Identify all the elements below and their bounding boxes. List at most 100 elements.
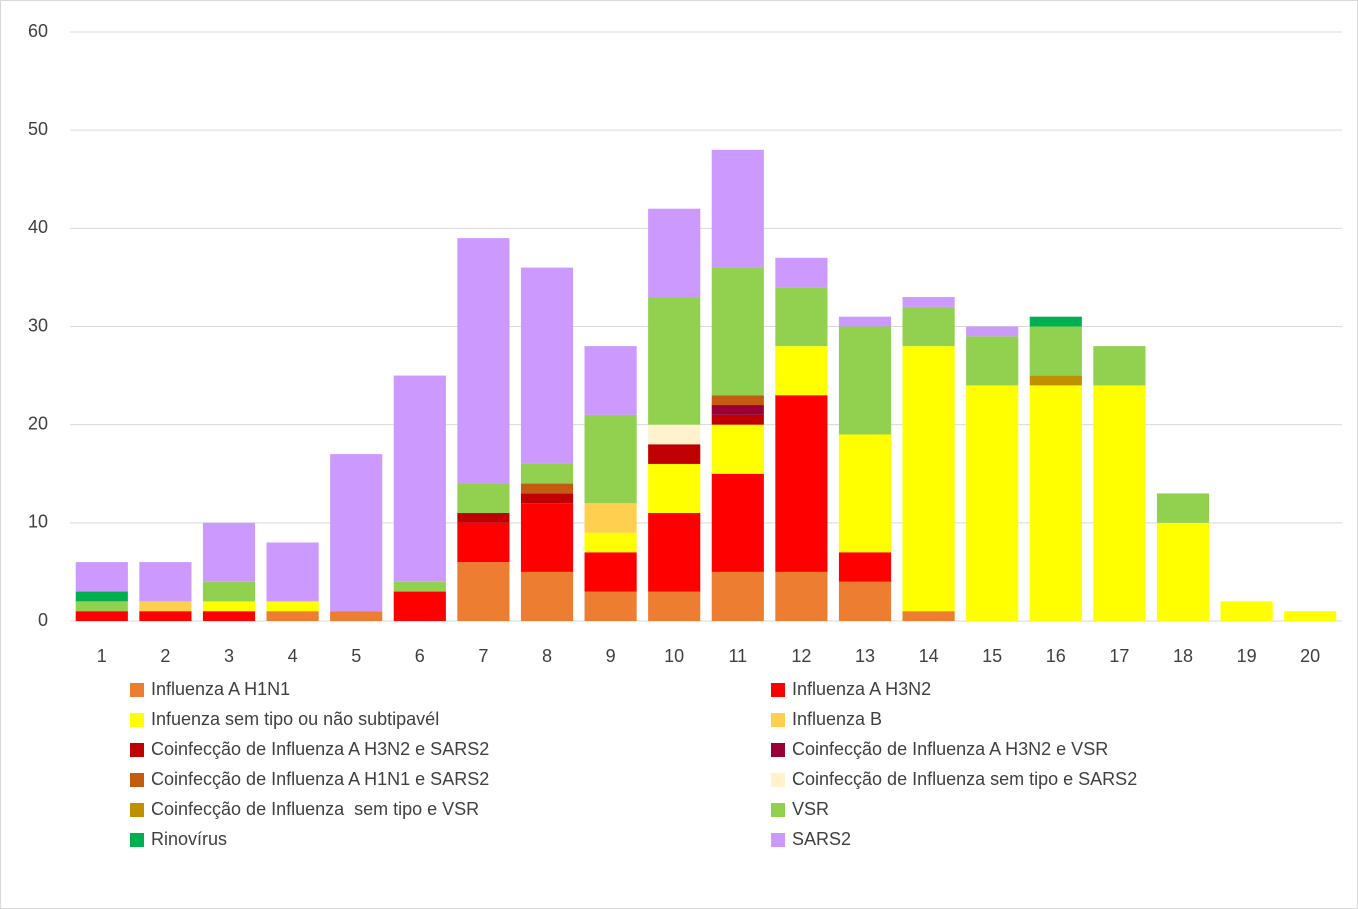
y-tick-label: 20 (28, 413, 48, 433)
bar-segment (139, 611, 192, 621)
bar-segment (266, 601, 319, 612)
bar-segment (457, 513, 510, 523)
y-tick-label: 40 (28, 217, 48, 237)
bar-segment (838, 581, 892, 621)
bar-segment (202, 601, 256, 612)
bar-segment (838, 326, 892, 435)
bar-segment (75, 611, 128, 621)
bar-segment (648, 463, 701, 514)
bar-segment (202, 522, 256, 582)
bar-segment (266, 611, 319, 621)
bar-segment (75, 562, 128, 592)
y-tick-label: 10 (28, 512, 48, 532)
legend-swatch (130, 683, 144, 697)
bar-segment (902, 611, 955, 621)
legend-swatch (130, 773, 144, 787)
bar-segment (520, 463, 574, 484)
bar-segment (393, 375, 446, 582)
bar-segment (520, 571, 574, 621)
bar-segment (775, 257, 828, 288)
legend-swatch (130, 743, 144, 757)
bar-segment (584, 346, 637, 415)
bar-segment (139, 562, 192, 602)
bar-segment (584, 532, 637, 553)
bar-segment (966, 385, 1019, 621)
bar-segment (330, 611, 383, 621)
x-tick-label: 11 (728, 646, 747, 666)
bar-segment (457, 562, 510, 621)
bar-segment (902, 297, 955, 307)
bar-segment (393, 591, 446, 621)
legend-label: Influenza B (792, 709, 882, 729)
legend-swatch (771, 833, 785, 847)
y-tick-label: 30 (28, 315, 48, 335)
x-tick-label: 14 (919, 646, 939, 666)
bar-segment (711, 571, 764, 621)
x-tick-label: 1 (97, 646, 107, 666)
bar-segment (648, 591, 701, 621)
bar-segment (711, 149, 764, 268)
bar-segment (1156, 522, 1210, 621)
bar-segment (393, 581, 446, 592)
bar-segment (711, 395, 764, 406)
legend-swatch (130, 713, 144, 727)
bar-segment (520, 503, 574, 572)
x-tick-label: 3 (224, 646, 234, 666)
bar-segment (330, 454, 383, 612)
bar-segment (457, 483, 510, 514)
legend-label: Rinovírus (151, 829, 227, 849)
bar-segment (902, 346, 955, 612)
legend-label: SARS2 (792, 829, 851, 849)
bar-segment (775, 395, 828, 572)
bar-segment (648, 444, 701, 464)
legend-swatch (771, 713, 785, 727)
bar-segment (520, 483, 574, 494)
x-tick-label: 18 (1173, 646, 1193, 666)
bar-segment (775, 571, 828, 621)
y-tick-label: 50 (28, 119, 48, 139)
legend-label: Coinfecção de Influenza A H1N1 e SARS2 (151, 769, 489, 789)
legend-swatch (771, 773, 785, 787)
legend-label: Influenza A H1N1 (151, 679, 290, 699)
x-tick-label: 13 (855, 646, 875, 666)
bar-segment (457, 238, 510, 484)
bar-segment (266, 542, 319, 602)
x-tick-label: 19 (1237, 646, 1257, 666)
bar-segment (1284, 611, 1337, 621)
bar-segment (775, 287, 828, 347)
x-tick-label: 12 (791, 646, 811, 666)
x-tick-label: 16 (1046, 646, 1066, 666)
bar-segment (1093, 385, 1146, 621)
bar-segment (1029, 375, 1082, 386)
bar-segment (838, 552, 892, 582)
bar-segment (648, 424, 701, 445)
x-tick-label: 2 (160, 646, 170, 666)
y-tick-label: 60 (28, 21, 48, 41)
bar-segment (648, 513, 701, 592)
x-tick-label: 6 (415, 646, 425, 666)
bar-segment (202, 611, 256, 621)
bar-segment (75, 601, 128, 612)
legend-swatch (130, 803, 144, 817)
x-tick-label: 15 (982, 646, 1002, 666)
legend-swatch (771, 683, 785, 697)
x-tick-label: 9 (606, 646, 616, 666)
x-tick-label: 20 (1300, 646, 1320, 666)
bar-segment (902, 306, 955, 347)
legend-label: Influenza A H3N2 (792, 679, 931, 699)
bar-segment (1029, 326, 1082, 376)
bar-segment (1220, 601, 1273, 621)
x-tick-label: 10 (664, 646, 684, 666)
legend-swatch (771, 803, 785, 817)
x-tick-label: 5 (351, 646, 361, 666)
bar-segment (584, 414, 637, 504)
legend-label: Coinfecção de Influenza sem tipo e SARS2 (792, 769, 1137, 789)
legend-swatch (771, 743, 785, 757)
bar-segment (584, 552, 637, 592)
bar-segment (1029, 316, 1082, 327)
legend-swatch (130, 833, 144, 847)
x-tick-label: 17 (1109, 646, 1129, 666)
bar-segment (838, 434, 892, 553)
bar-segment (584, 591, 637, 621)
